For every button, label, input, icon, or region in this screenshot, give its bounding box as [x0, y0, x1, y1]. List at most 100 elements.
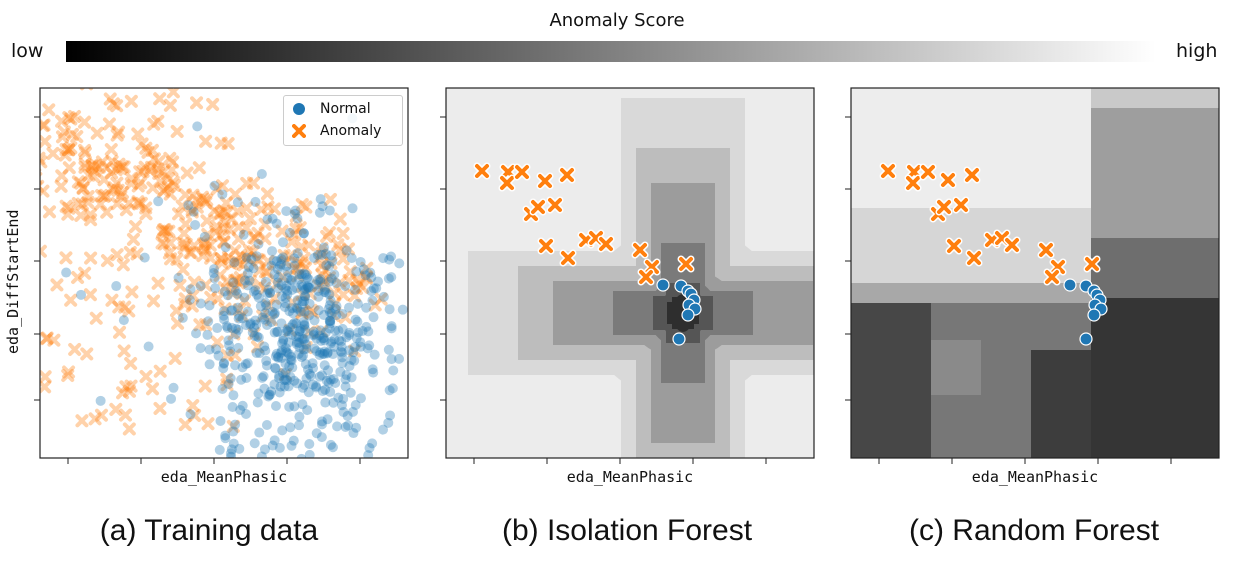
- anomaly-point: [55, 169, 69, 183]
- anomaly-point: [81, 190, 95, 204]
- anomaly-point: [164, 252, 178, 266]
- anomaly-point: [110, 99, 124, 113]
- normal-point: [284, 306, 295, 317]
- normal-point: [307, 358, 318, 369]
- anomaly-point: [40, 140, 41, 153]
- normal-point: [282, 324, 293, 335]
- normal-point: [215, 416, 226, 427]
- normal-point: [289, 208, 300, 219]
- anomaly-point: [941, 173, 955, 187]
- anomaly-point: [105, 293, 119, 307]
- normal-point: [236, 374, 247, 385]
- anomaly-point: [188, 408, 202, 422]
- normal-point: [350, 284, 361, 295]
- anomaly-point: [228, 187, 242, 201]
- normal-point: [287, 284, 298, 295]
- anomaly-point: [62, 111, 76, 125]
- anomaly-point: [233, 248, 247, 262]
- normal-point: [118, 315, 129, 326]
- anomaly-point: [99, 161, 113, 175]
- normal-point: [284, 361, 295, 372]
- anomaly-point: [295, 306, 309, 320]
- normal-point: [302, 281, 313, 292]
- anomaly-point: [247, 327, 261, 341]
- normal-point: [230, 419, 241, 430]
- anomaly-point: [131, 195, 145, 209]
- normal-point: [218, 310, 229, 321]
- normal-point: [272, 277, 283, 288]
- normal-point: [330, 378, 341, 389]
- normal-point: [184, 294, 195, 305]
- normal-point: [340, 421, 351, 432]
- normal-point: [386, 272, 397, 283]
- anomaly-point: [109, 163, 123, 177]
- anomaly-point: [110, 248, 124, 262]
- normal-point: [294, 325, 305, 336]
- anomaly-point: [62, 161, 76, 175]
- anomaly-point: [235, 309, 249, 323]
- anomaly-point: [250, 253, 264, 267]
- anomaly-point: [134, 176, 148, 190]
- normal-point: [388, 365, 399, 376]
- normal-point: [300, 359, 311, 370]
- normal-point: [321, 287, 332, 298]
- normal-point: [397, 304, 408, 315]
- normal-point: [294, 269, 305, 280]
- normal-point: [252, 289, 263, 300]
- normal-point: [291, 339, 302, 350]
- anomaly-point: [113, 325, 127, 339]
- normal-point: [384, 304, 395, 315]
- normal-point: [260, 345, 271, 356]
- anomaly-point: [54, 179, 68, 193]
- anomaly-point: [124, 94, 138, 108]
- normal-point: [226, 305, 237, 316]
- normal-point: [232, 288, 243, 299]
- normal-point: [253, 292, 264, 303]
- anomaly-point: [158, 183, 172, 197]
- anomaly-point: [76, 181, 90, 195]
- anomaly-point: [170, 252, 184, 266]
- normal-point: [209, 264, 220, 275]
- anomaly-point: [185, 203, 199, 217]
- anomaly-point: [105, 166, 119, 180]
- normal-point: [204, 359, 215, 370]
- normal-point: [298, 344, 309, 355]
- anomaly-point: [295, 305, 309, 319]
- anomaly-point: [199, 134, 213, 148]
- anomaly-point: [195, 190, 209, 204]
- anomaly-point: [109, 402, 123, 416]
- anomaly-point: [40, 118, 51, 132]
- normal-point: [300, 269, 311, 280]
- anomaly-point: [169, 304, 183, 318]
- x-axis-label-b: eda_MeanPhasic: [566, 468, 694, 486]
- anomaly-point: [267, 291, 281, 305]
- normal-point: [387, 383, 398, 394]
- anomaly-point: [40, 332, 53, 346]
- anomaly-point: [318, 263, 332, 277]
- anomaly-point: [40, 331, 54, 345]
- anomaly-point: [210, 182, 224, 196]
- anomaly-point: [338, 310, 352, 324]
- normal-point: [309, 253, 320, 264]
- normal-point: [312, 249, 323, 260]
- normal-point: [324, 261, 335, 272]
- axes-frame: [445, 87, 815, 459]
- anomaly-point: [258, 217, 272, 231]
- anomaly-point: [186, 399, 200, 413]
- normal-point: [341, 245, 352, 256]
- normal-point: [212, 323, 223, 334]
- anomaly-point: [258, 281, 272, 295]
- anomaly-point: [147, 294, 161, 308]
- normal-point: [250, 196, 261, 207]
- normal-point: [276, 352, 287, 363]
- normal-point: [336, 336, 347, 347]
- anomaly-point: [187, 239, 201, 253]
- normal-point: [286, 355, 297, 366]
- normal-point: [239, 292, 250, 303]
- normal-point: [302, 272, 313, 283]
- normal-point: [326, 308, 337, 319]
- anomaly-point: [278, 255, 292, 269]
- normal-point: [368, 283, 379, 294]
- anomaly-point: [261, 200, 275, 214]
- anomaly-point: [965, 168, 979, 182]
